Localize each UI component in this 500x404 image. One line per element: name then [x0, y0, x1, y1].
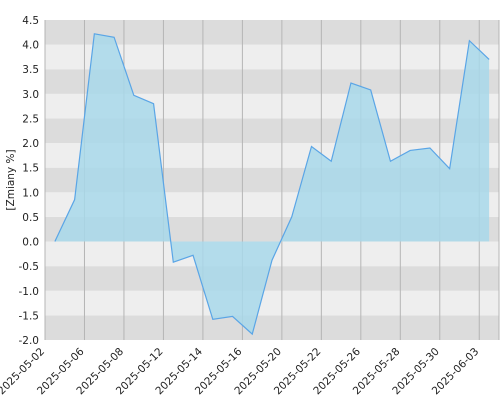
y-tick-label: 3.0 — [22, 89, 39, 101]
y-tick-label: -1.5 — [19, 310, 40, 322]
grid-band — [45, 266, 499, 291]
y-tick-label: -1.0 — [19, 286, 40, 298]
grid-band — [45, 20, 499, 45]
area — [54, 33, 490, 335]
grid-band — [45, 290, 499, 316]
y-tick-label: -0.5 — [19, 261, 40, 273]
y-axis-label: [Zmiany %] — [5, 149, 17, 210]
y-tick-label: 1.5 — [22, 163, 39, 175]
y-tick-label: 4.0 — [22, 40, 39, 52]
y-tick-label: 0.0 — [22, 237, 39, 249]
grid-band — [45, 315, 499, 340]
y-tick-label: 2.5 — [22, 113, 39, 125]
y-tick-label: 2.0 — [22, 138, 39, 150]
y-tick-label: -2.0 — [19, 335, 40, 347]
y-tick-label: 4.5 — [22, 15, 39, 27]
y-tick-label: 0.5 — [22, 212, 39, 224]
line — [54, 33, 490, 336]
y-tick-label: 3.5 — [22, 64, 39, 76]
y-tick-label: 1.0 — [22, 187, 39, 199]
